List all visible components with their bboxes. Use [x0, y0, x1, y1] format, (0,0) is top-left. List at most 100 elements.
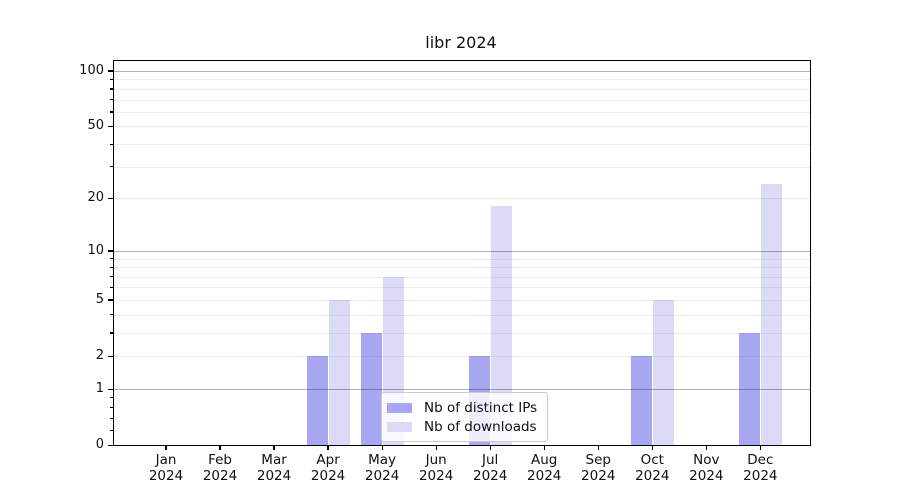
y-tick-label: 50 — [87, 118, 104, 134]
minor-gridline — [114, 166, 810, 168]
y-minor-tick-mark — [110, 99, 113, 101]
bar-downloads-jul — [490, 206, 512, 446]
minor-gridline — [114, 267, 810, 269]
x-tick-label-month: Aug — [531, 452, 558, 469]
y-minor-tick-mark — [110, 276, 113, 278]
y-minor-tick-mark — [110, 286, 113, 289]
y-minor-tick-mark — [110, 314, 113, 316]
x-tick-label-month: Dec — [747, 452, 774, 469]
major-gridline — [114, 250, 810, 252]
x-tick-mark — [381, 445, 383, 450]
bar-distinct-ips-oct — [630, 356, 652, 446]
x-tick-mark — [435, 445, 437, 450]
x-tick-label: Nov 2024 — [674, 452, 738, 484]
x-tick-label-year: 2024 — [364, 468, 400, 485]
minor-gridline — [114, 299, 810, 301]
minor-gridline — [114, 287, 810, 289]
x-tick-mark — [273, 445, 275, 450]
bar-distinct-ips-apr — [306, 356, 328, 446]
legend-item-distinct-ips: Nb of distinct IPs — [387, 398, 537, 417]
y-minor-tick-mark — [110, 78, 113, 81]
minor-gridline — [114, 258, 810, 260]
x-tick-label: Jan 2024 — [134, 452, 198, 484]
minor-gridline — [114, 111, 810, 113]
y-tick-mark — [108, 70, 113, 72]
y-tick-mark — [108, 388, 113, 390]
x-tick-label-year: 2024 — [527, 468, 562, 485]
x-tick-label-month: Jan — [155, 452, 177, 469]
y-minor-tick-mark — [110, 430, 113, 432]
x-tick-mark — [543, 445, 545, 450]
x-tick-label-month: Nov — [693, 452, 720, 469]
bar-downloads-oct — [652, 299, 674, 446]
x-tick-label-year: 2024 — [689, 468, 724, 485]
y-minor-tick-mark — [110, 88, 113, 90]
y-minor-tick-mark — [110, 397, 113, 399]
bar-downloads-apr — [328, 299, 350, 446]
minor-gridline — [114, 99, 810, 101]
x-tick-label: Mar 2024 — [242, 452, 306, 484]
major-gridline — [114, 70, 810, 72]
x-tick-label-month: Oct — [640, 452, 664, 469]
y-minor-tick-mark — [110, 258, 113, 260]
y-minor-tick-mark — [110, 197, 113, 200]
x-tick-label-month: Jul — [482, 452, 499, 469]
x-tick-label: Sep 2024 — [566, 452, 630, 484]
y-minor-tick-mark — [110, 111, 113, 113]
legend-label-distinct-ips: Nb of distinct IPs — [424, 399, 538, 416]
x-tick-label-month: Jun — [425, 452, 447, 469]
y-minor-tick-mark — [110, 406, 113, 408]
y-minor-tick-mark — [110, 125, 113, 128]
y-minor-tick-mark — [110, 417, 113, 419]
x-tick-label-year: 2024 — [148, 468, 184, 485]
x-tick-label-month: May — [368, 452, 397, 469]
y-tick-label: 100 — [79, 62, 104, 78]
x-tick-label: Dec 2024 — [728, 452, 792, 484]
minor-gridline — [114, 79, 810, 81]
x-tick-label: Apr 2024 — [296, 452, 360, 484]
x-tick-label-month: Sep — [585, 452, 611, 469]
x-tick-label-year: 2024 — [743, 468, 778, 485]
x-tick-label: Aug 2024 — [512, 452, 576, 484]
x-tick-label: Jun 2024 — [404, 452, 468, 484]
y-tick-label: 1 — [95, 381, 104, 397]
y-minor-tick-mark — [110, 332, 113, 334]
legend: Nb of distinct IPs Nb of downloads — [381, 392, 549, 442]
y-minor-tick-mark — [110, 143, 113, 145]
minor-gridline — [114, 198, 810, 200]
y-minor-tick-mark — [110, 355, 113, 357]
x-tick-label-year: 2024 — [202, 468, 238, 485]
x-tick-label-year: 2024 — [418, 468, 454, 485]
x-tick-label-year: 2024 — [256, 468, 292, 485]
x-tick-label-year: 2024 — [310, 468, 346, 485]
x-tick-label: Oct 2024 — [620, 452, 684, 484]
chart-title: libr 2024 — [425, 33, 497, 52]
x-tick-mark — [165, 445, 167, 450]
minor-gridline — [114, 314, 810, 316]
bar-distinct-ips-may — [360, 332, 382, 446]
x-tick-label: May 2024 — [350, 452, 414, 484]
bar-downloads-dec — [760, 184, 782, 446]
x-tick-mark — [327, 445, 329, 450]
x-tick-label-month: Feb — [208, 452, 232, 469]
minor-gridline — [114, 144, 810, 146]
major-gridline — [114, 389, 810, 391]
minor-gridline — [114, 126, 810, 128]
x-tick-label: Feb 2024 — [188, 452, 252, 484]
x-tick-mark — [759, 445, 761, 450]
minor-gridline — [114, 356, 810, 358]
minor-gridline — [114, 332, 810, 334]
x-tick-mark — [219, 445, 221, 450]
x-tick-mark — [651, 445, 653, 450]
y-minor-tick-mark — [110, 299, 113, 301]
legend-swatch-distinct-ips — [387, 402, 412, 413]
legend-swatch-downloads — [387, 421, 412, 432]
y-tick-label: 0 — [95, 437, 104, 453]
x-tick-label-year: 2024 — [581, 468, 616, 485]
y-minor-tick-mark — [110, 166, 113, 168]
x-tick-label-month: Apr — [316, 452, 340, 469]
x-tick-label-year: 2024 — [635, 468, 670, 485]
y-tick-mark — [108, 444, 113, 446]
x-tick-mark — [597, 445, 599, 450]
